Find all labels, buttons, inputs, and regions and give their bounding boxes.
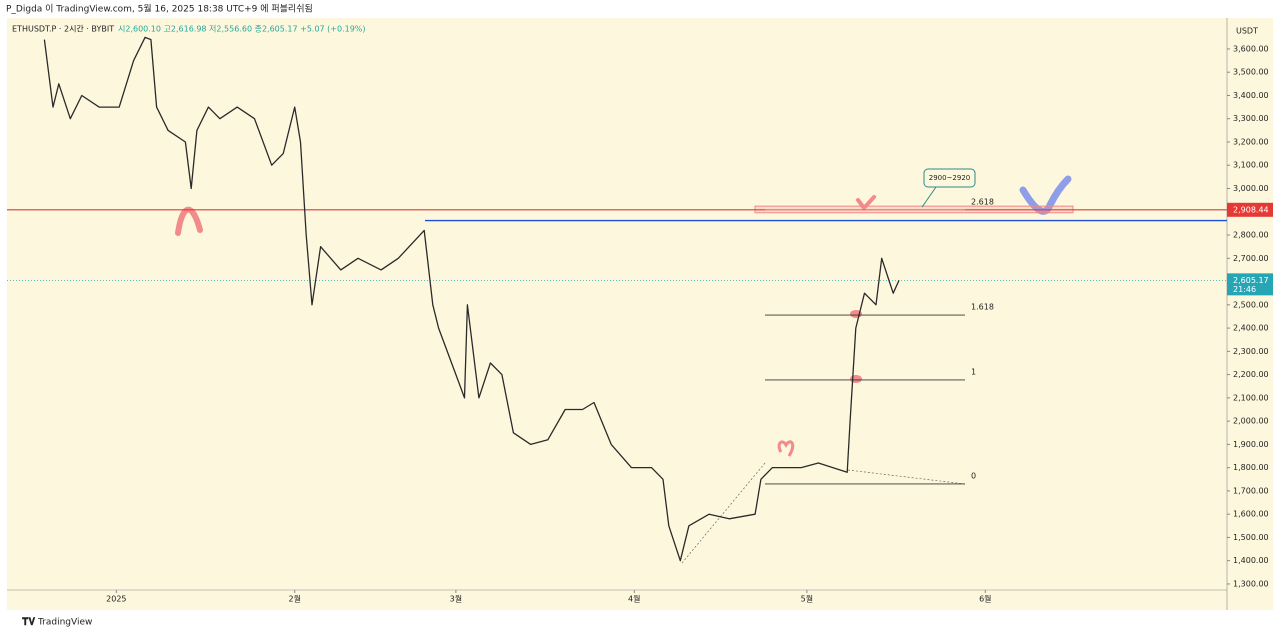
x-tick-label: 2025 — [106, 595, 126, 604]
x-tick-label: 6월 — [979, 594, 991, 604]
fib-label: 1 — [971, 367, 976, 376]
y-tick-label: 2,800.00 — [1233, 231, 1269, 240]
x-axis-bg — [7, 590, 1227, 610]
y-tick-label: 2,300.00 — [1233, 347, 1269, 356]
x-tick-label: 3월 — [450, 594, 462, 604]
logo-mark: 𝐓𝐕 — [22, 616, 35, 628]
y-tick-label: 2,700.00 — [1233, 254, 1269, 263]
resistance-label: 2,908.44 — [1233, 205, 1269, 214]
header: P_Digda 이 TradingView.com, 5월 16, 2025 1… — [6, 3, 313, 15]
fib-label: 2.618 — [971, 197, 994, 206]
trend-line — [681, 462, 966, 564]
y-tick-label: 2,000.00 — [1233, 417, 1269, 426]
fib-label: 0 — [971, 471, 976, 480]
last-price-time: 21:46 — [1233, 285, 1256, 294]
y-tick-label: 1,900.00 — [1233, 440, 1269, 449]
callout-tail — [921, 186, 937, 208]
x-tick-label: 2월 — [289, 594, 301, 604]
y-tick-label: 3,300.00 — [1233, 114, 1269, 123]
plot-bg — [7, 18, 1227, 590]
callout — [923, 168, 976, 188]
x-tick-label: 4월 — [628, 594, 640, 604]
hand-mark — [1019, 175, 1072, 215]
y-tick-label: 1,300.00 — [1233, 579, 1269, 588]
y-tick-label: 2,500.00 — [1233, 300, 1269, 309]
y-tick-label: 1,400.00 — [1233, 556, 1269, 565]
last-price-tag — [1227, 273, 1273, 296]
ohlc: 시2,600.10 고2,616.98 저2,556.60 종2,605.17 … — [118, 25, 366, 34]
y-tick-label: 2,200.00 — [1233, 370, 1269, 379]
y-tick-label: 1,800.00 — [1233, 463, 1269, 472]
resistance-tag — [1227, 202, 1273, 217]
hand-mark — [850, 375, 862, 383]
footer: TradingView — [37, 618, 92, 628]
y-tick-label: 3,600.00 — [1233, 44, 1269, 53]
y-tick-label: 1,700.00 — [1233, 486, 1269, 495]
y-tick-label: 2,100.00 — [1233, 393, 1269, 402]
y-tick-label: 1,500.00 — [1233, 533, 1269, 542]
callout-label: 2900~2920 — [929, 174, 971, 182]
y-tick-label: 1,600.00 — [1233, 510, 1269, 519]
last-price-label: 2,605.17 — [1233, 276, 1269, 285]
currency: USDT — [1236, 27, 1258, 36]
symbol: ETHUSDT.P · 2시간 · BYBIT — [12, 24, 114, 34]
price-line — [43, 36, 900, 562]
y-tick-label: 3,200.00 — [1233, 137, 1269, 146]
y-tick-label: 3,400.00 — [1233, 91, 1269, 100]
hand-mark — [856, 195, 876, 212]
fib-label: 1.618 — [971, 303, 994, 312]
y-tick-label: 3,500.00 — [1233, 68, 1269, 77]
y-tick-label: 3,000.00 — [1233, 184, 1269, 193]
hand-mark — [777, 440, 795, 457]
y-axis-bg — [1227, 18, 1273, 610]
y-tick-label: 2,400.00 — [1233, 324, 1269, 333]
y-tick-label: 3,100.00 — [1233, 161, 1269, 170]
x-tick-label: 5월 — [801, 594, 813, 604]
